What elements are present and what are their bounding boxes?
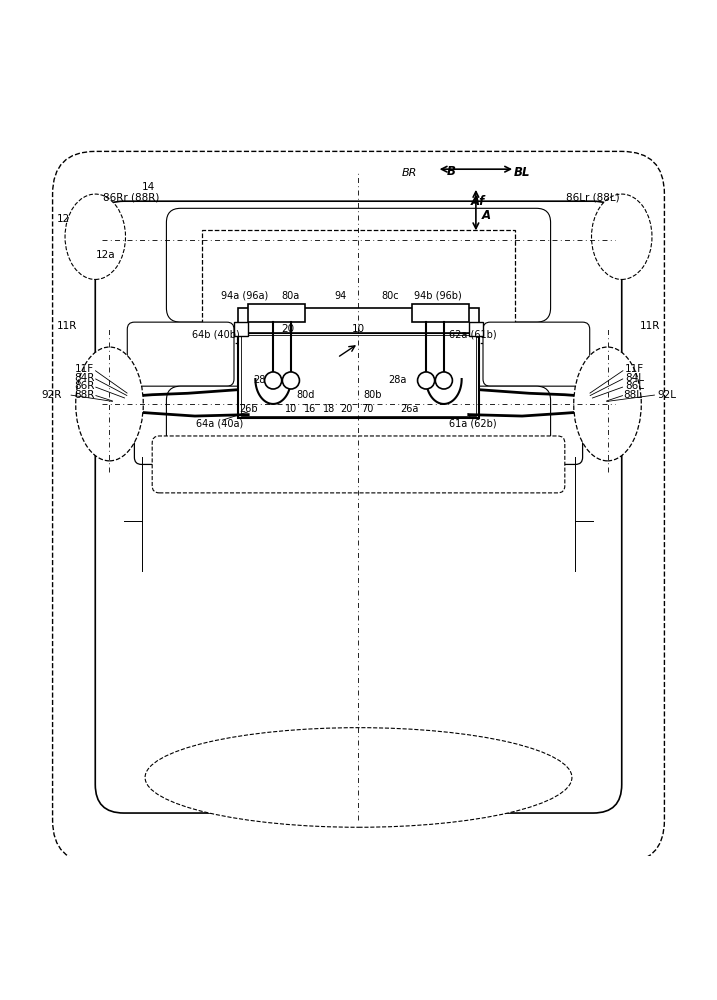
Circle shape xyxy=(417,372,435,389)
FancyBboxPatch shape xyxy=(237,333,480,418)
FancyBboxPatch shape xyxy=(95,201,622,813)
FancyBboxPatch shape xyxy=(202,230,515,343)
Text: 28a: 28a xyxy=(389,375,407,385)
Text: 70: 70 xyxy=(361,404,374,414)
Text: 26b: 26b xyxy=(239,404,257,414)
Circle shape xyxy=(265,372,282,389)
Text: 11R: 11R xyxy=(640,321,660,331)
FancyBboxPatch shape xyxy=(490,358,583,464)
Text: 80d: 80d xyxy=(296,390,314,400)
Text: A: A xyxy=(482,209,491,222)
Text: BL: BL xyxy=(514,166,531,179)
Circle shape xyxy=(282,372,300,389)
Text: 84R: 84R xyxy=(75,373,95,383)
FancyBboxPatch shape xyxy=(237,308,480,333)
FancyBboxPatch shape xyxy=(593,390,604,418)
FancyBboxPatch shape xyxy=(248,304,305,322)
Text: 94a (96a): 94a (96a) xyxy=(221,291,268,301)
Text: 86L: 86L xyxy=(625,381,644,391)
Text: BR: BR xyxy=(402,168,417,178)
Ellipse shape xyxy=(592,194,652,279)
Text: 80a: 80a xyxy=(282,291,300,301)
Text: 64b (40b): 64b (40b) xyxy=(192,329,240,339)
Text: 86Lr (88L): 86Lr (88L) xyxy=(566,193,620,203)
Ellipse shape xyxy=(76,347,143,461)
Ellipse shape xyxy=(574,347,641,461)
Text: 20: 20 xyxy=(341,404,353,414)
FancyBboxPatch shape xyxy=(166,208,551,322)
FancyBboxPatch shape xyxy=(483,322,589,386)
Ellipse shape xyxy=(65,194,125,279)
Text: 86R: 86R xyxy=(75,381,95,391)
Text: 28b: 28b xyxy=(253,375,272,385)
Text: 84L: 84L xyxy=(625,373,644,383)
Text: 80c: 80c xyxy=(381,291,399,301)
Text: 94b (96b): 94b (96b) xyxy=(414,291,462,301)
FancyBboxPatch shape xyxy=(152,436,565,493)
FancyBboxPatch shape xyxy=(128,322,234,386)
FancyBboxPatch shape xyxy=(166,386,551,479)
Text: 11F: 11F xyxy=(625,364,644,374)
Text: B: B xyxy=(447,165,455,178)
Text: 16: 16 xyxy=(304,404,316,414)
Text: 64a (40a): 64a (40a) xyxy=(196,418,243,428)
Text: 88L: 88L xyxy=(623,390,642,400)
Text: 88R: 88R xyxy=(75,390,95,400)
Text: 18: 18 xyxy=(323,404,335,414)
Text: 10: 10 xyxy=(285,404,297,414)
FancyBboxPatch shape xyxy=(469,322,483,336)
Text: 92R: 92R xyxy=(41,390,62,400)
Text: 80b: 80b xyxy=(364,390,382,400)
Text: 92L: 92L xyxy=(657,390,676,400)
Text: 11R: 11R xyxy=(57,321,77,331)
FancyBboxPatch shape xyxy=(412,304,469,322)
Text: 12a: 12a xyxy=(96,250,115,260)
Ellipse shape xyxy=(145,728,572,827)
Text: 61a (62b): 61a (62b) xyxy=(449,418,496,428)
FancyBboxPatch shape xyxy=(113,390,124,418)
Text: Af: Af xyxy=(471,195,485,208)
Text: 86Rr (88R): 86Rr (88R) xyxy=(103,193,159,203)
Text: 26a: 26a xyxy=(401,404,419,414)
Text: 14: 14 xyxy=(142,182,156,192)
Text: 94: 94 xyxy=(335,291,347,301)
Circle shape xyxy=(435,372,452,389)
FancyBboxPatch shape xyxy=(52,151,665,863)
FancyBboxPatch shape xyxy=(134,358,227,464)
Text: 62a (61b): 62a (61b) xyxy=(449,329,496,339)
Text: 20: 20 xyxy=(281,324,294,334)
FancyBboxPatch shape xyxy=(241,335,476,416)
Text: 10: 10 xyxy=(352,324,365,334)
Text: 11F: 11F xyxy=(75,364,94,374)
FancyBboxPatch shape xyxy=(234,322,248,336)
Text: 12: 12 xyxy=(57,214,70,224)
